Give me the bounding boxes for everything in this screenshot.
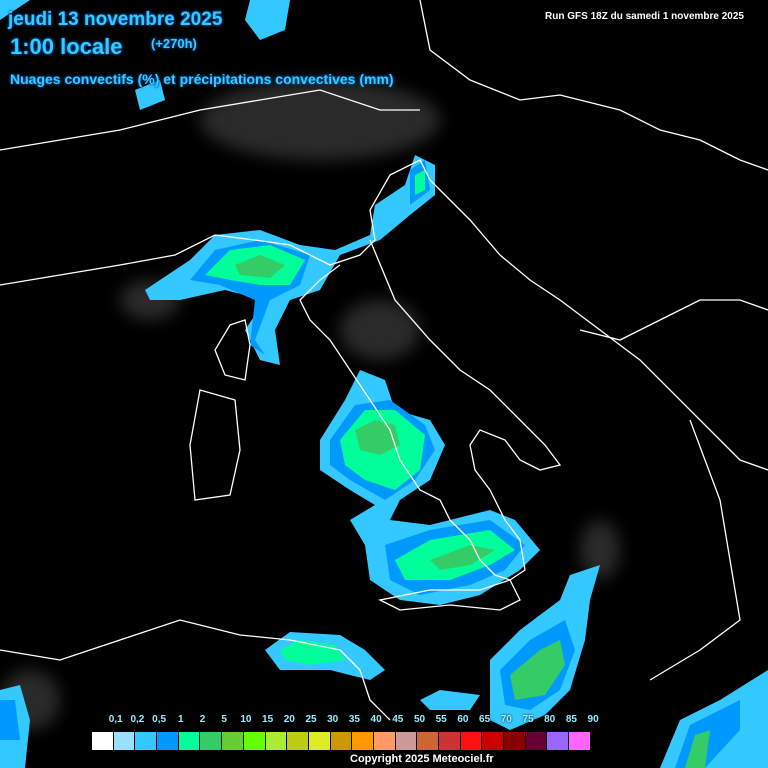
legend-swatch — [157, 732, 179, 750]
precip-area-alps — [0, 0, 290, 110]
legend-label: 75 — [522, 714, 534, 725]
legend-label: 0,1 — [108, 714, 123, 725]
legend-label: 85 — [565, 714, 577, 725]
map-subtitle: Nuages convectifs (%) et précipitations … — [10, 71, 394, 87]
legend-swatch — [569, 732, 591, 750]
legend-label: 90 — [587, 714, 599, 725]
legend-swatch — [287, 732, 309, 750]
copyright: Copyright 2025 Meteociel.fr — [350, 753, 494, 765]
legend-swatch — [525, 732, 548, 750]
legend-swatch — [417, 732, 439, 750]
legend-label: 50 — [413, 714, 426, 725]
legend-swatch — [243, 732, 266, 750]
legend-label: 30 — [327, 714, 339, 725]
forecast-date: jeudi 13 novembre 2025 — [8, 9, 223, 30]
coastlines — [0, 0, 768, 721]
forecast-time: 1:00 locale — [10, 34, 123, 59]
legend-swatch — [200, 732, 223, 750]
legend-label: 0,2 — [130, 714, 145, 725]
legend-label: 35 — [348, 714, 360, 725]
legend-swatch — [330, 732, 353, 750]
legend-swatch — [482, 732, 505, 750]
model-run-label: Run GFS 18Z du samedi 1 novembre 2025 — [545, 11, 744, 22]
legend-swatch — [222, 732, 244, 750]
legend-label: 70 — [500, 714, 512, 725]
legend-label: 60 — [457, 714, 469, 725]
legend-label: 20 — [283, 714, 295, 725]
legend-swatch — [135, 732, 158, 750]
legend-labels: 0,1 0,2 0,5 1 2 5 10 15 20 25 30 35 40 45 50 55 60 65 70 75… — [91, 714, 691, 728]
legend-swatch — [92, 732, 114, 750]
legend-label: 0,5 — [152, 714, 167, 725]
legend-label: 1 — [178, 714, 184, 725]
legend-swatch — [439, 732, 461, 750]
legend-swatch — [504, 732, 526, 750]
precip-area-tyrrhenian-dark — [355, 420, 495, 570]
legend-swatch — [395, 732, 418, 750]
legend-swatch — [352, 732, 374, 750]
legend-swatch — [178, 732, 201, 750]
legend-swatch — [373, 732, 396, 750]
legend-label: 45 — [392, 714, 404, 725]
legend-label: 2 — [199, 714, 206, 725]
legend-label: 25 — [305, 714, 317, 725]
legend-label: 55 — [435, 714, 447, 725]
legend-swatch — [113, 732, 136, 750]
legend-label: 15 — [262, 714, 274, 725]
legend-label: 80 — [544, 714, 556, 725]
legend-swatch — [460, 732, 483, 750]
legend-label: 5 — [221, 714, 227, 725]
color-legend — [91, 731, 592, 751]
precip-area-ionian — [0, 565, 768, 768]
precip-area-ligurian-dark — [235, 255, 285, 278]
precip-area-africa-green — [280, 640, 345, 665]
forecast-lead-time: (+270h) — [151, 36, 197, 51]
legend-swatch — [265, 732, 288, 750]
legend-label: 10 — [240, 714, 252, 725]
legend-swatch — [547, 732, 570, 750]
legend-label: 65 — [479, 714, 491, 725]
legend-label: 40 — [370, 714, 382, 725]
legend-swatch — [308, 732, 331, 750]
precip-area-ionian-green — [510, 640, 710, 768]
